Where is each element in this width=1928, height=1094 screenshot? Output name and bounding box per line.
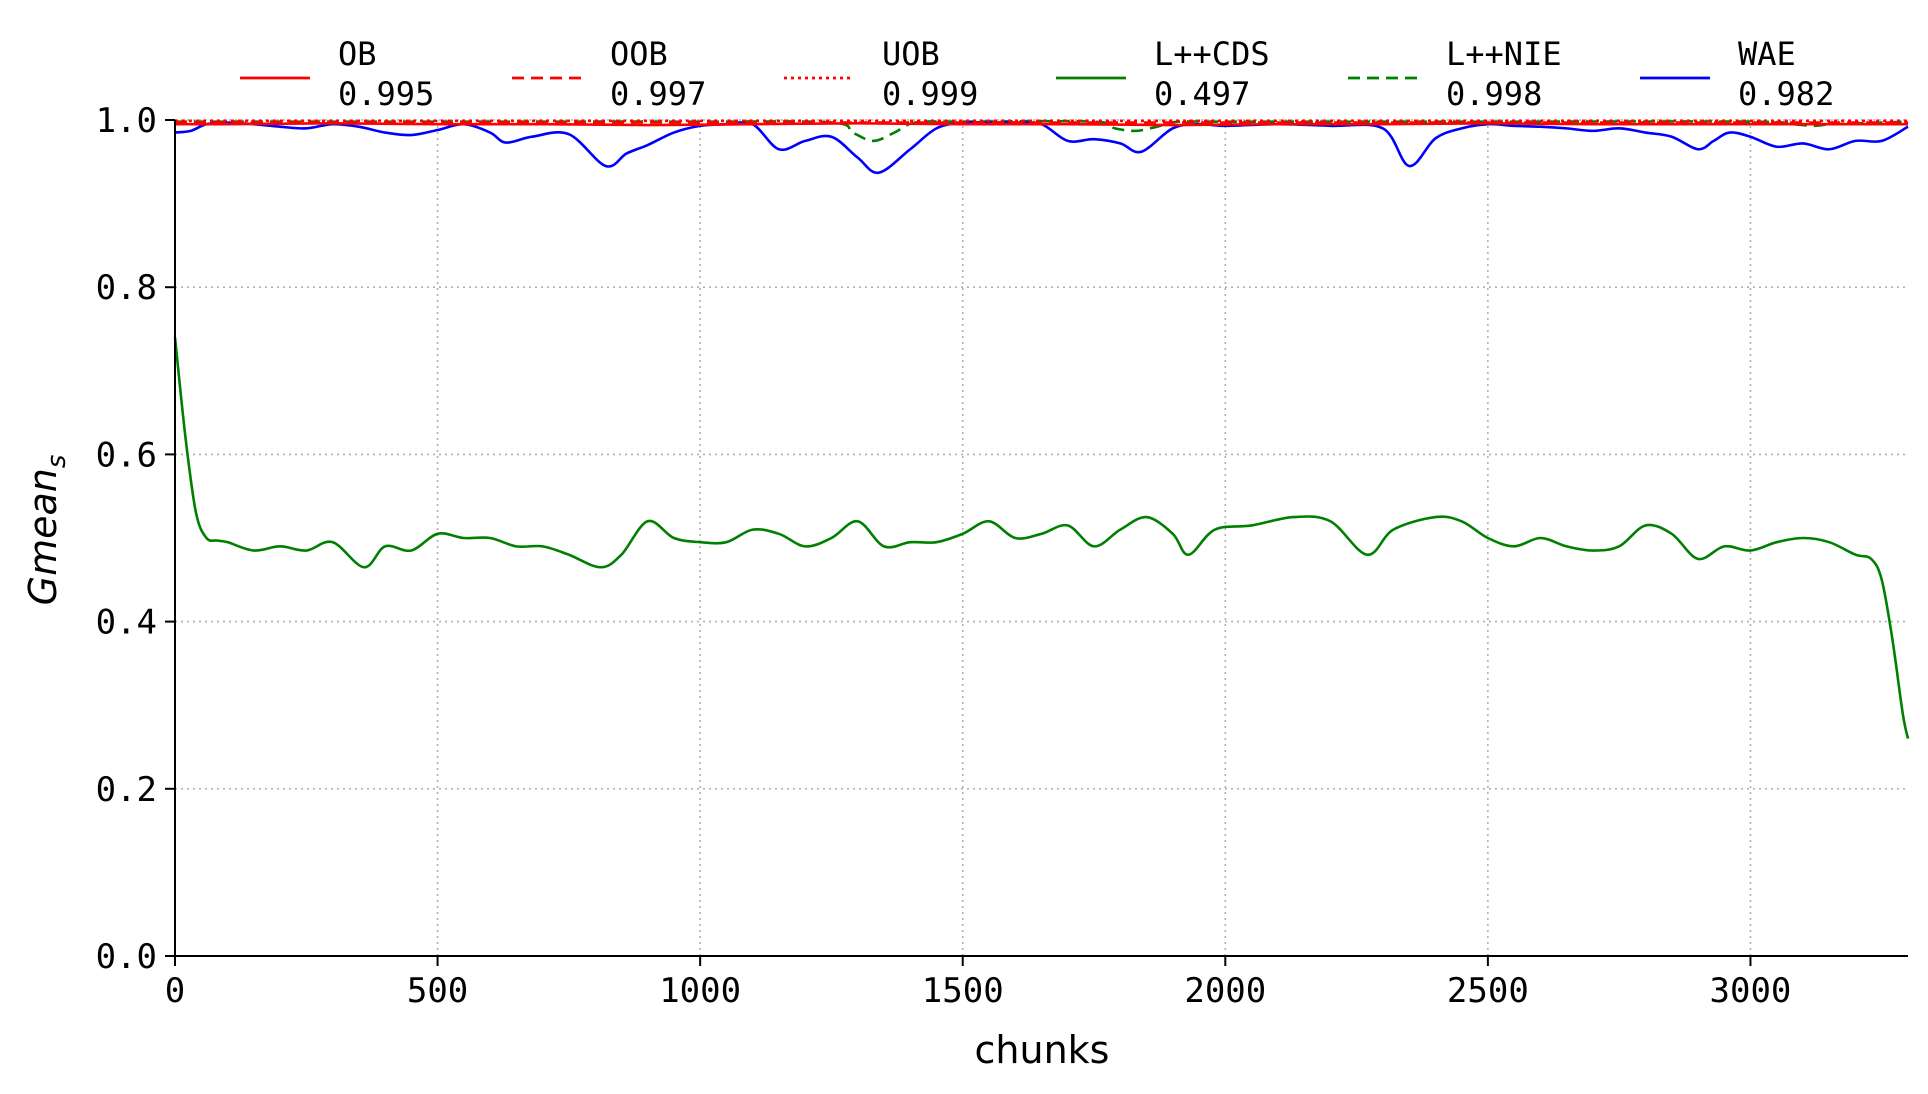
series-line-l-cds: [173, 337, 1910, 739]
legend-label: L++NIE: [1446, 35, 1562, 73]
series-line-ob: [174, 122, 1908, 127]
y-axis-title-subscript: s: [42, 455, 72, 469]
legend-value: 0.497: [1154, 75, 1250, 113]
grid-lines: [175, 119, 1908, 956]
y-axis-title-main: Gmean: [21, 468, 65, 605]
legend-label: L++CDS: [1154, 35, 1270, 73]
y-tick-label: 0.8: [96, 268, 157, 308]
legend-value: 0.999: [882, 75, 978, 113]
y-tick-label: 0.6: [96, 435, 157, 475]
x-tick-label: 500: [407, 971, 468, 1011]
legend-label: OOB: [610, 35, 668, 73]
y-tick-label: 0.0: [96, 937, 157, 977]
x-tick-label: 0: [165, 971, 185, 1011]
y-tick-label: 0.2: [96, 770, 157, 810]
legend-label: UOB: [882, 35, 940, 73]
x-axis-title: chunks: [975, 1028, 1110, 1072]
legend-label: OB: [338, 35, 377, 73]
series-line-wae: [174, 120, 1909, 174]
legend-value: 0.998: [1446, 75, 1542, 113]
legend-label: WAE: [1738, 35, 1796, 73]
legend-value: 0.982: [1738, 75, 1834, 113]
series-lines: [173, 119, 1910, 739]
x-tick-label: 2000: [1184, 971, 1266, 1011]
x-tick-label: 1500: [922, 971, 1004, 1011]
legend-value: 0.995: [338, 75, 434, 113]
y-tick-label: 1.0: [96, 101, 157, 141]
x-tick-label: 2500: [1447, 971, 1529, 1011]
y-tick-label: 0.4: [96, 603, 157, 643]
y-axis-title: Gmeans: [21, 455, 72, 606]
axes: 0 500 1000 1500 2000 2500 3000 0.0 0.2 0.4 0.6 0.8 1…: [96, 101, 1908, 1011]
x-tick-label: 1000: [659, 971, 741, 1011]
legend-value: 0.997: [610, 75, 706, 113]
x-tick-label: 3000: [1710, 971, 1792, 1011]
